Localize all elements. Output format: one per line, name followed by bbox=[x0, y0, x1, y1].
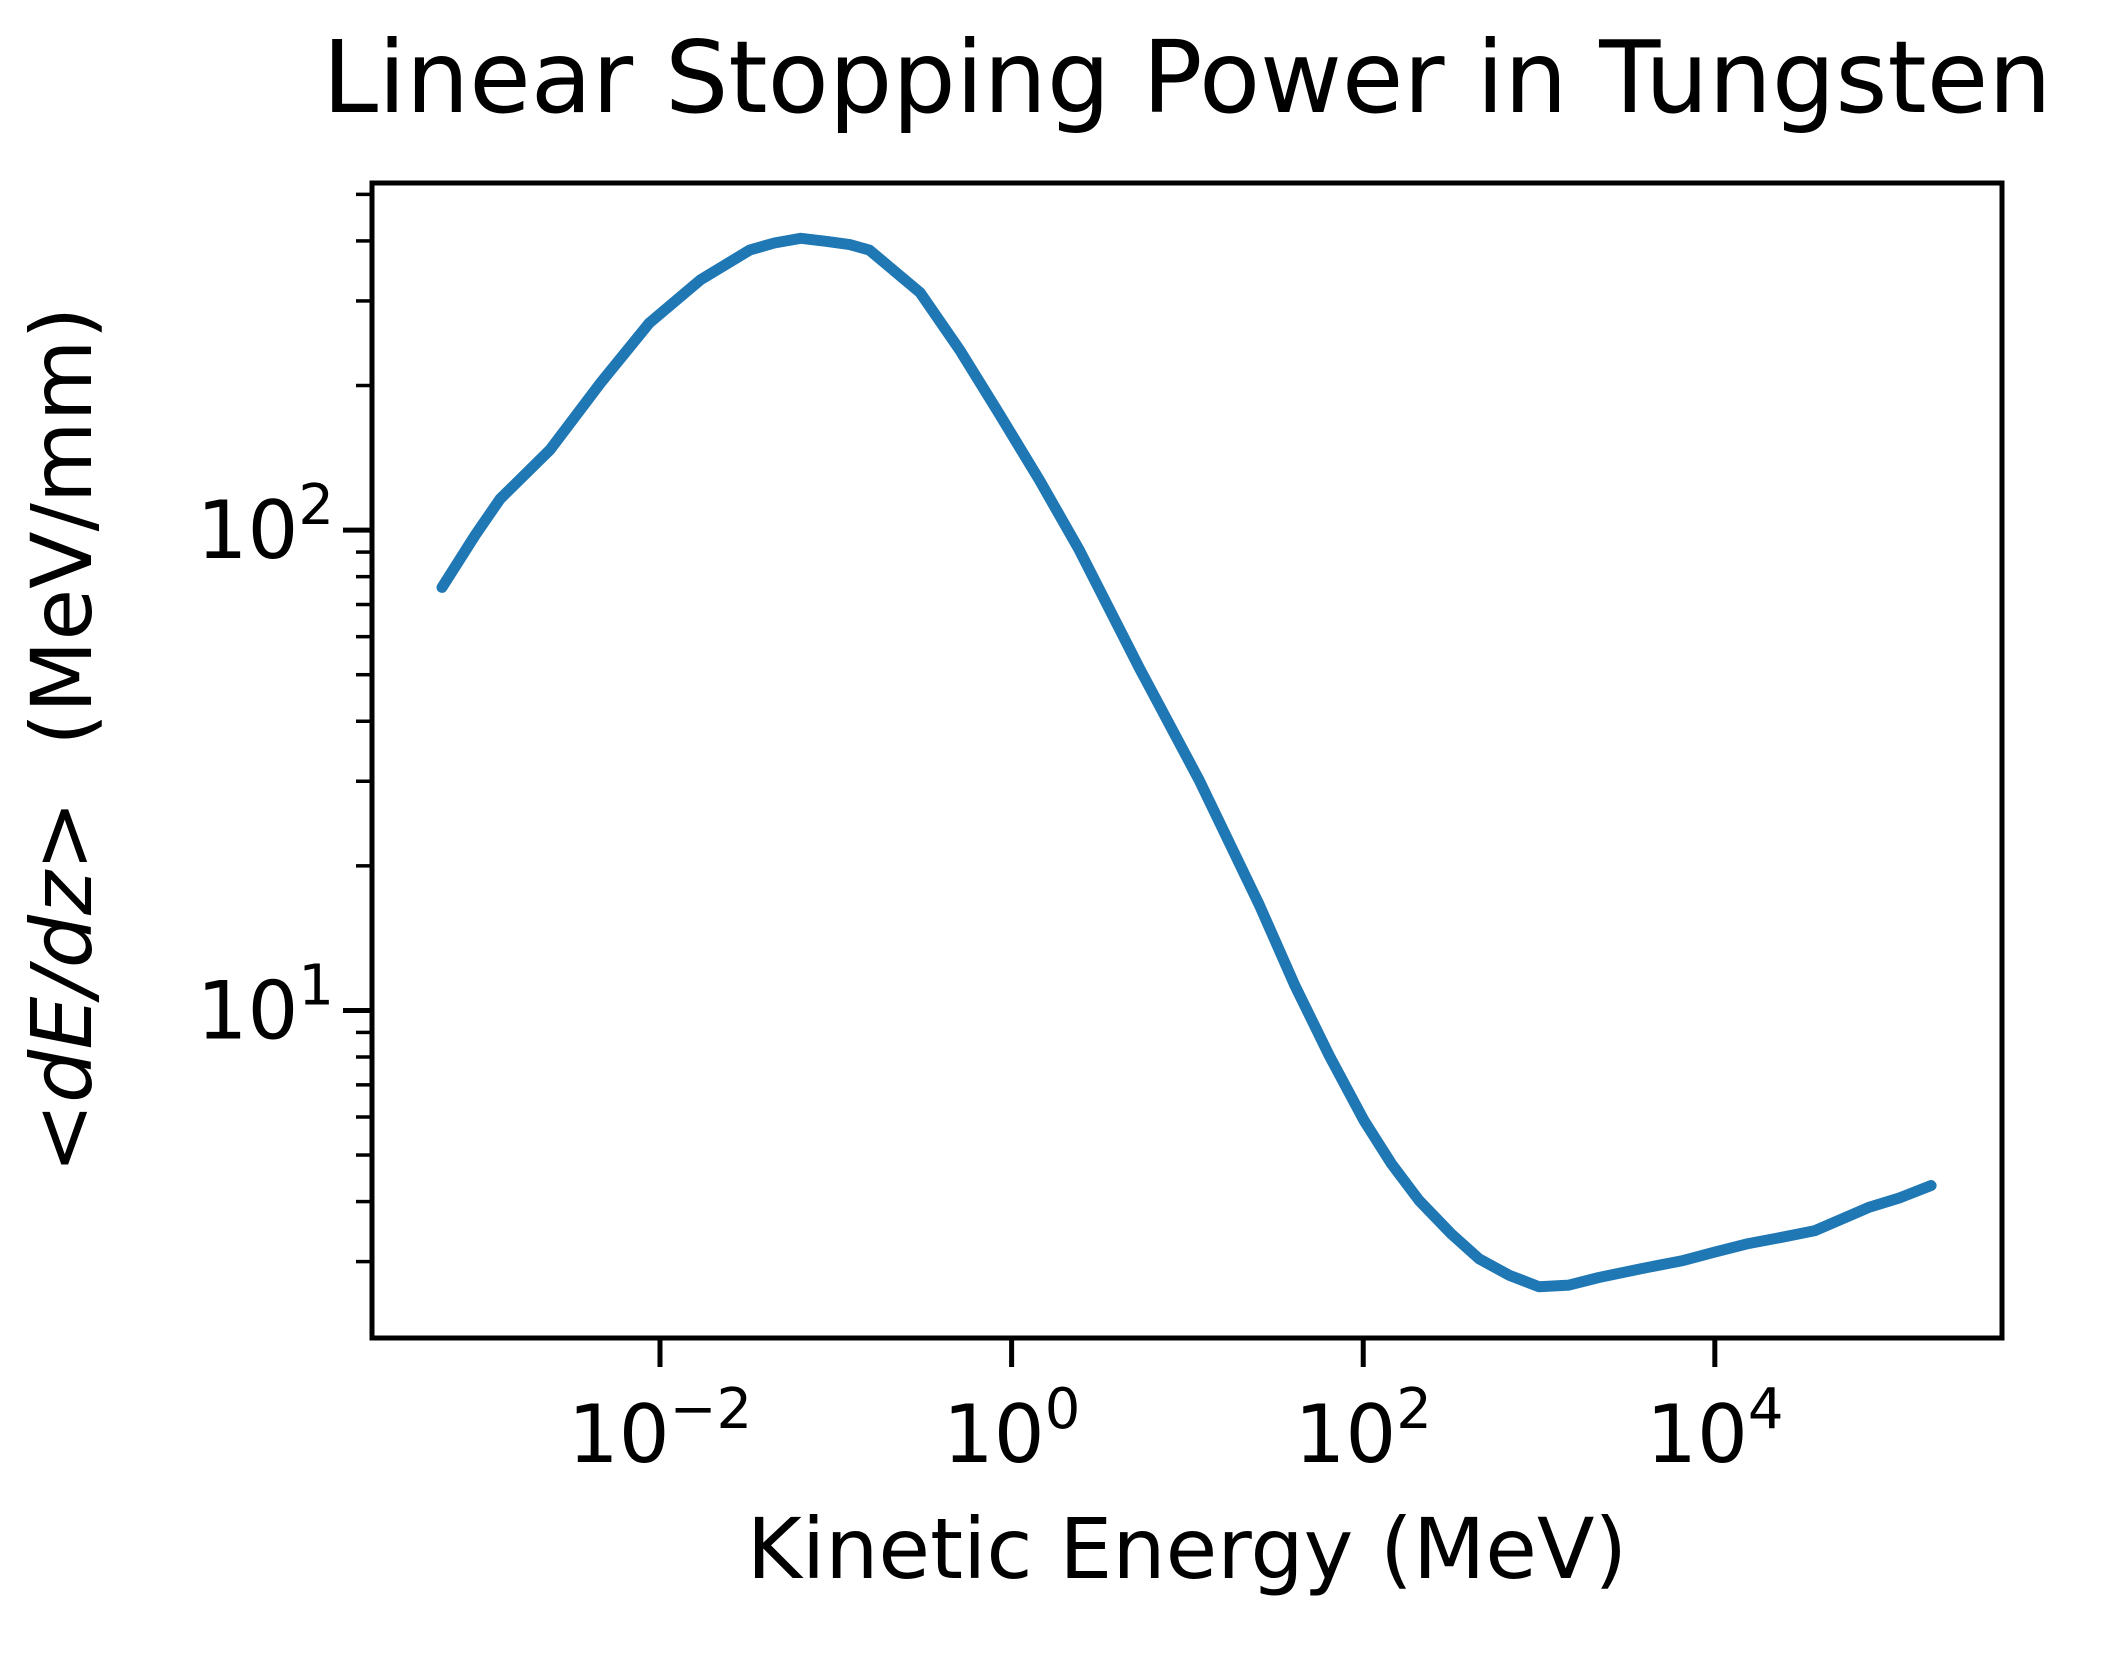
y-tick-label-base: 10 bbox=[197, 964, 299, 1057]
x-tick-label-exponent: 4 bbox=[1748, 1377, 1784, 1442]
y-tick-label-exponent: 1 bbox=[298, 953, 334, 1018]
y-axis-label-math: <dE/dz> bbox=[13, 800, 111, 1173]
x-tick-label-base: 10 bbox=[1295, 1388, 1397, 1481]
x-tick-label-base: 10 bbox=[943, 1388, 1045, 1481]
y-tick-label: 101 bbox=[197, 953, 334, 1057]
x-tick-label: 10−2 bbox=[568, 1377, 752, 1481]
x-tick-label-base: 10 bbox=[1646, 1388, 1748, 1481]
chart-title: Linear Stopping Power in Tungsten bbox=[322, 19, 2051, 136]
y-axis-label: <dE/dz> (MeV/mm) bbox=[13, 307, 111, 1174]
y-axis-label-units: (MeV/mm) bbox=[13, 307, 111, 746]
y-tick-label-base: 10 bbox=[197, 484, 299, 577]
x-tick-label: 100 bbox=[943, 1377, 1080, 1481]
x-tick-label-exponent: 2 bbox=[1396, 1377, 1432, 1442]
x-tick-label: 104 bbox=[1646, 1377, 1783, 1481]
x-tick-label-base: 10 bbox=[568, 1388, 670, 1481]
x-tick-label-exponent: −2 bbox=[670, 1377, 753, 1442]
y-tick-label: 102 bbox=[197, 473, 334, 577]
plot-frame bbox=[369, 180, 2005, 1341]
y-tick-label-exponent: 2 bbox=[298, 473, 334, 538]
x-axis-label: Kinetic Energy (MeV) bbox=[747, 1500, 1627, 1598]
x-tick-label: 102 bbox=[1295, 1377, 1432, 1481]
data-line bbox=[436, 232, 1937, 1293]
x-tick-label-exponent: 0 bbox=[1045, 1377, 1081, 1442]
axis-ticks bbox=[343, 192, 1718, 1367]
